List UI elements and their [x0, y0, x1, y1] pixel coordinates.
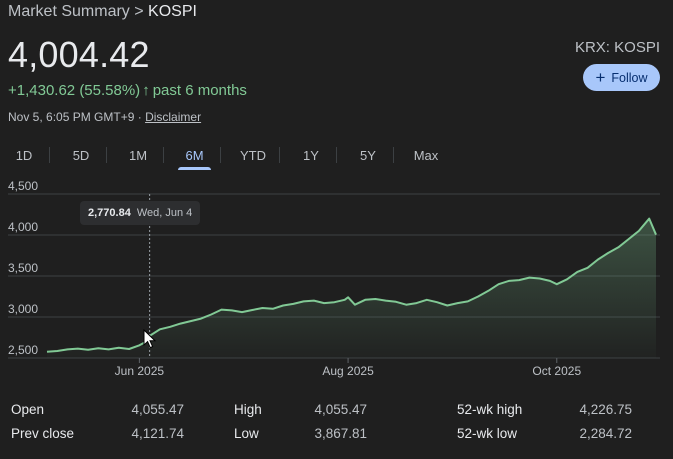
y-tick-label: 3,500: [8, 261, 38, 275]
tab-divider: [393, 147, 394, 163]
tab-5y[interactable]: 5Y: [351, 140, 385, 170]
tab-label: 5Y: [360, 147, 376, 163]
price-change: +1,430.62 (55.58%) ↑ past 6 months: [8, 82, 247, 99]
y-tick-label: 4,500: [8, 180, 38, 193]
breadcrumb-parent[interactable]: Market Summary: [8, 3, 130, 20]
tab-max[interactable]: Max: [406, 140, 446, 170]
change-value: +1,430.62 (55.58%): [8, 82, 141, 99]
change-period: past 6 months: [152, 82, 247, 99]
tab-1y[interactable]: 1Y: [294, 140, 328, 170]
stat-value-52wk-low: 2,284.72: [579, 426, 632, 441]
stat-value-low: 3,867.81: [314, 426, 367, 441]
stat-value-open: 4,055.47: [131, 402, 184, 417]
stat-label-open: Open: [11, 402, 45, 417]
ticker-symbol: KRX: KOSPI: [574, 39, 660, 56]
tab-label: Max: [413, 147, 439, 163]
follow-button[interactable]: + Follow: [583, 64, 660, 91]
current-price: 4,004.42: [8, 34, 150, 75]
price-chart[interactable]: 4,500 4,000 3,500 3,000 2,500 Jun 2025 Aug 202…: [0, 180, 673, 385]
tooltip-value: 2,770.84: [88, 207, 131, 219]
chart-tooltip: 2,770.84 Wed, Jun 4: [80, 201, 201, 225]
y-tick-label: 2,500: [8, 343, 38, 357]
tab-ytd[interactable]: YTD: [235, 140, 271, 170]
tab-label: 6M: [185, 147, 204, 163]
stat-label-prev-close: Prev close: [11, 426, 75, 441]
y-tick-label: 3,000: [8, 302, 38, 316]
tab-1d[interactable]: 1D: [7, 140, 41, 170]
tab-divider: [279, 147, 280, 163]
disclaimer-link[interactable]: Disclaimer: [145, 110, 202, 124]
tab-divider: [49, 147, 50, 163]
stat-label-high: High: [234, 402, 262, 417]
stat-label-52wk-low: 52-wk low: [457, 426, 518, 441]
quote-timestamp: Nov 5, 6:05 PM GMT+9 ·: [8, 110, 142, 124]
price-area: [47, 218, 656, 358]
tab-label: 1M: [128, 147, 148, 163]
arrow-up-icon: ↑: [142, 82, 150, 99]
stat-value-high: 4,055.47: [314, 402, 367, 417]
breadcrumb-separator: >: [134, 3, 144, 20]
stat-value-prev-close: 4,121.74: [131, 426, 184, 441]
tab-label: 5D: [72, 147, 90, 163]
tooltip-date: Wed, Jun 4: [136, 207, 193, 219]
quote-meta: Nov 5, 6:05 PM GMT+9 · Disclaimer: [8, 110, 201, 124]
y-tick-label: 4,000: [8, 220, 38, 234]
tab-divider: [163, 147, 164, 163]
x-tick-label: Jun 2025: [115, 364, 165, 378]
tab-label: YTD: [240, 147, 266, 163]
time-range-tabs: 1D 5D 1M 6M YTD 1Y 5Y Max: [0, 140, 460, 172]
tab-5d[interactable]: 5D: [64, 140, 98, 170]
tab-divider: [106, 147, 107, 163]
breadcrumb: Market Summary > KOSPI: [8, 3, 197, 21]
mouse-pointer-icon: [143, 329, 157, 349]
x-tick-label: Aug 2025: [322, 364, 374, 378]
tab-divider: [336, 147, 337, 163]
x-tick-label: Oct 2025: [532, 364, 581, 378]
plus-icon: +: [595, 68, 606, 87]
stat-value-52wk-high: 4,226.75: [579, 402, 632, 417]
tab-6m[interactable]: 6M: [178, 140, 211, 170]
follow-label: Follow: [611, 70, 648, 85]
breadcrumb-current: KOSPI: [148, 3, 197, 20]
stat-label-low: Low: [234, 426, 259, 441]
tab-label: 1Y: [303, 147, 319, 163]
tab-divider: [220, 147, 221, 163]
tab-label: 1D: [15, 147, 33, 163]
stat-label-52wk-high: 52-wk high: [457, 402, 523, 417]
tab-1m[interactable]: 1M: [121, 140, 155, 170]
